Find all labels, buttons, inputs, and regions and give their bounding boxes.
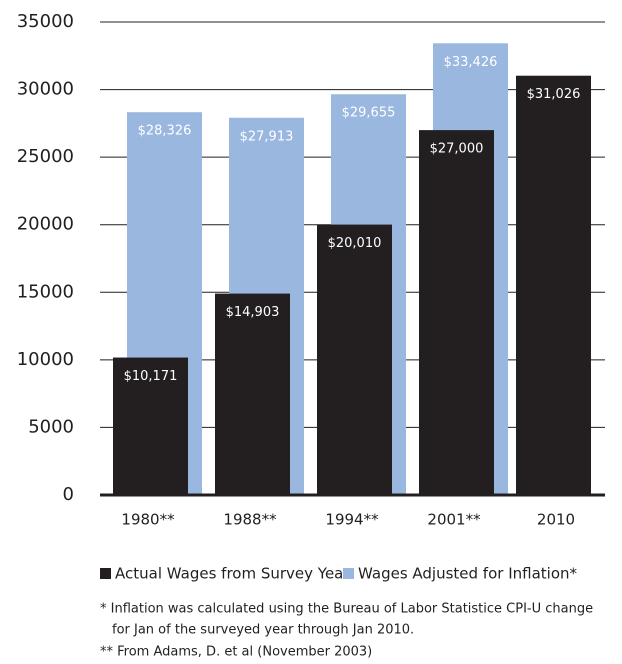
y-tick-label: 30000: [17, 79, 74, 100]
data-label: $14,903: [226, 305, 280, 320]
bar: [113, 357, 188, 495]
x-tick-label: 2001**: [427, 511, 481, 529]
bar: [419, 130, 494, 495]
data-label: $31,026: [527, 87, 581, 102]
legend-swatch: [343, 568, 354, 579]
footnote: for Jan of the surveyed year through Jan…: [112, 623, 414, 638]
y-tick-label: 25000: [17, 146, 74, 167]
y-tick-label: 20000: [17, 214, 74, 235]
y-tick-label: 15000: [17, 281, 74, 302]
x-tick-label: 1994**: [325, 511, 379, 529]
data-label: $27,913: [240, 129, 294, 144]
x-tick-label: 1988**: [223, 511, 277, 529]
x-tick-label: 2010: [537, 511, 575, 529]
x-tick-label: 1980**: [121, 511, 175, 529]
data-label: $33,426: [444, 55, 498, 70]
y-tick-label: 5000: [28, 416, 74, 437]
y-tick-label: 10000: [17, 349, 74, 370]
footnote: ** From Adams, D. et al (November 2003): [100, 645, 372, 660]
y-tick-label: 35000: [17, 11, 74, 32]
data-label: $28,326: [138, 124, 192, 139]
bar: [215, 293, 290, 495]
footnote: * Inflation was calculated using the Bur…: [100, 602, 593, 617]
data-label: $20,010: [328, 236, 382, 251]
bar: [317, 224, 392, 495]
data-label: $10,171: [124, 369, 178, 384]
y-tick-label: 0: [63, 484, 74, 505]
legend-label: Actual Wages from Survey Year: [115, 565, 350, 583]
data-label: $27,000: [430, 142, 484, 157]
data-label: $29,655: [342, 106, 396, 121]
bar: [516, 75, 591, 495]
legend-label: Wages Adjusted for Inflation*: [358, 565, 578, 583]
legend-swatch: [100, 568, 111, 579]
